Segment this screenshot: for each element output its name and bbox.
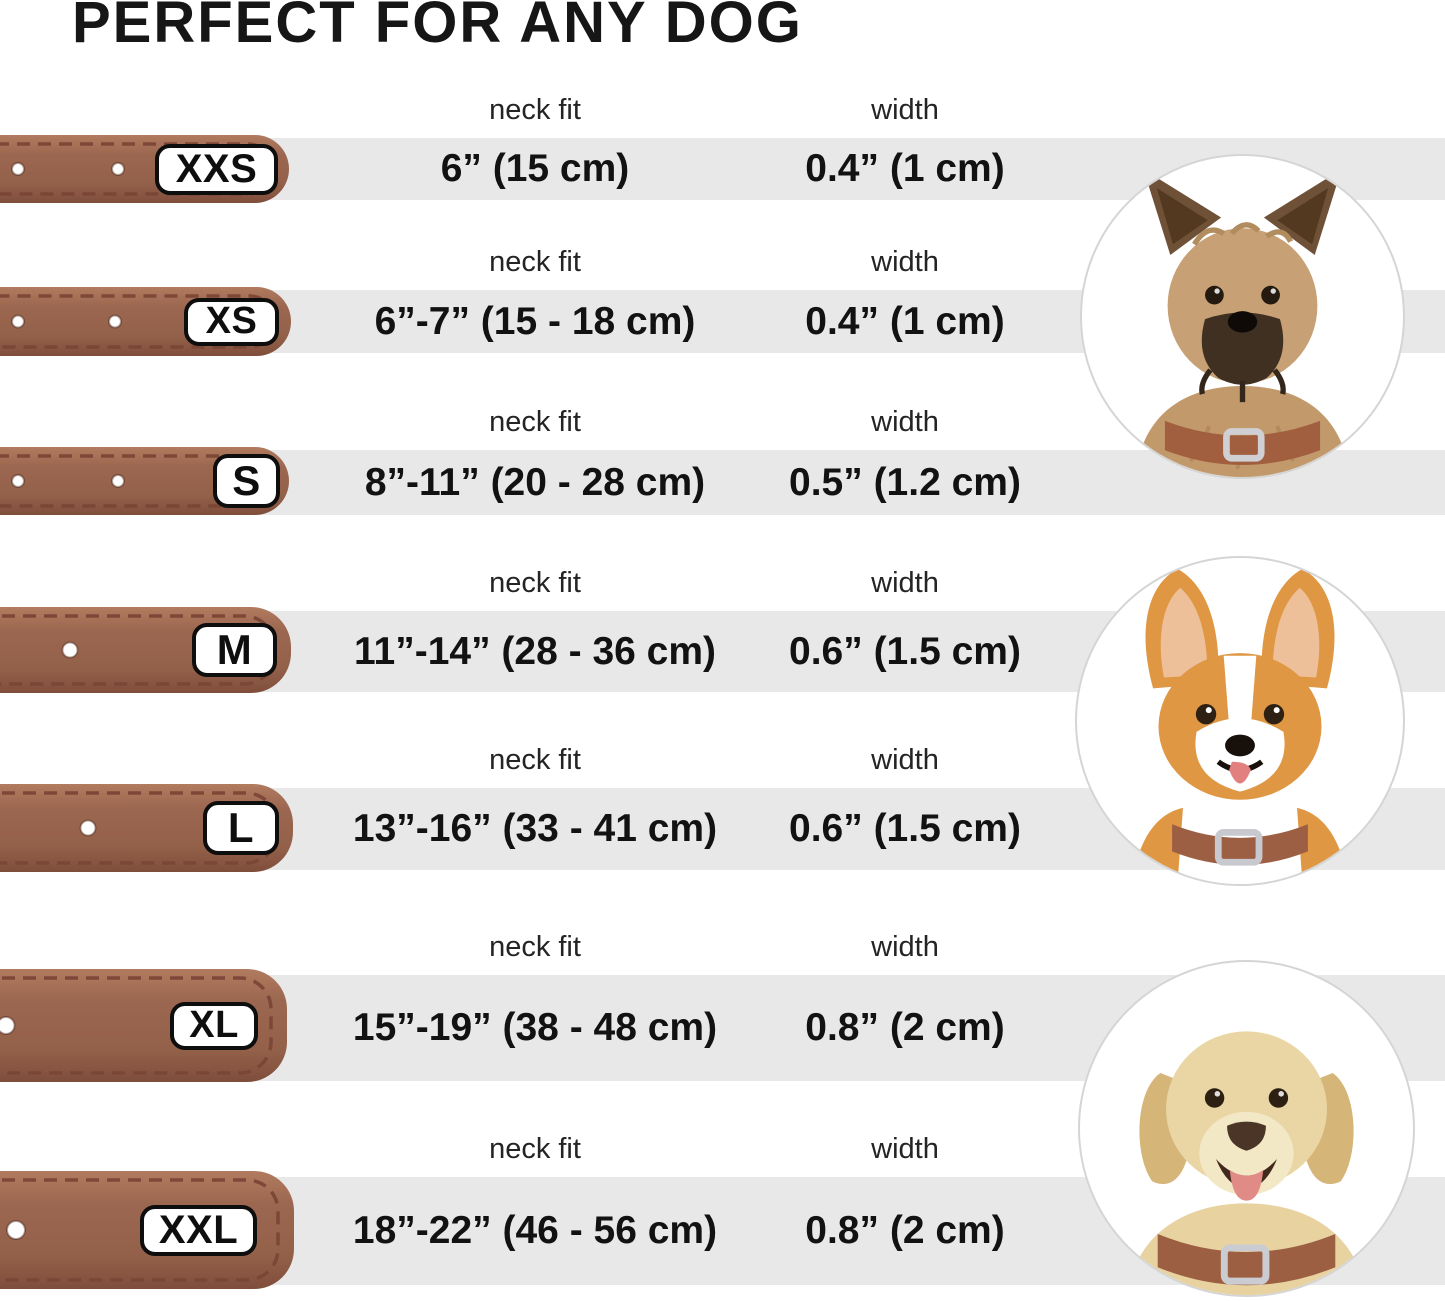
collar-hole: [6, 1220, 26, 1240]
neck-fit-value: 11”-14” (28 - 36 cm): [353, 629, 717, 673]
collar-image: XS: [0, 285, 295, 358]
collar-hole: [11, 314, 25, 329]
collar-hole: [111, 162, 125, 176]
width-value: 0.5” (1.2 cm): [789, 460, 1021, 504]
dog-photo-corgi: [1075, 556, 1405, 886]
width-label: width: [871, 744, 939, 776]
width-label: width: [871, 931, 939, 963]
neck-fit-value: 6”-7” (15 - 18 cm): [374, 299, 696, 343]
collar-image: XXS: [0, 133, 293, 205]
width-value: 0.8” (2 cm): [805, 1209, 1005, 1252]
neck-fit-value: 15”-19” (38 - 48 cm): [352, 1006, 718, 1049]
collar-hole: [0, 1016, 16, 1035]
dog-photo-terrier: [1080, 154, 1405, 479]
dog-photo-labrador: [1078, 960, 1415, 1297]
collar-hole: [111, 474, 125, 488]
size-badge: XS: [184, 297, 279, 346]
neck-fit-label: neck fit: [489, 744, 581, 776]
collar-image: XXL: [0, 1169, 298, 1291]
neck-fit-value: 6” (15 cm): [440, 147, 630, 190]
neck-fit-label: neck fit: [489, 1133, 581, 1165]
page-title: PERFECT FOR ANY DOG: [72, 0, 803, 55]
neck-fit-label: neck fit: [489, 406, 581, 438]
neck-fit-label: neck fit: [489, 94, 581, 126]
collar-image: L: [0, 782, 297, 874]
labrador-illustration: [1127, 1031, 1366, 1295]
width-value: 0.4” (1 cm): [805, 147, 1005, 190]
width-value: 0.6” (1.5 cm): [789, 807, 1021, 850]
width-label: width: [871, 246, 939, 278]
collar-image: M: [0, 605, 295, 695]
collar-hole: [61, 641, 79, 659]
size-badge: XXL: [140, 1204, 257, 1256]
neck-fit-value: 8”-11” (20 - 28 cm): [364, 460, 706, 504]
collar-strap-graphic: [0, 969, 287, 1082]
width-value: 0.4” (1 cm): [805, 299, 1005, 343]
collar-image: S: [0, 445, 293, 517]
size-badge: XL: [170, 1001, 258, 1050]
neck-fit-label: neck fit: [489, 246, 581, 278]
collar-hole: [11, 474, 25, 488]
collar-image: XL: [0, 967, 291, 1084]
collar-hole: [79, 819, 97, 837]
width-label: width: [871, 94, 939, 126]
neck-fit-label: neck fit: [489, 931, 581, 963]
size-badge: M: [192, 623, 277, 677]
size-badge: S: [213, 454, 280, 508]
neck-fit-value: 13”-16” (33 - 41 cm): [352, 807, 718, 850]
corgi-illustration: [1131, 568, 1349, 884]
width-value: 0.6” (1.5 cm): [789, 629, 1021, 673]
neck-fit-label: neck fit: [489, 567, 581, 599]
width-value: 0.8” (2 cm): [805, 1006, 1005, 1049]
size-badge: XXS: [155, 143, 278, 195]
collar-hole: [108, 314, 122, 329]
terrier-illustration: [1135, 169, 1350, 477]
collar-hole: [11, 162, 25, 176]
width-label: width: [871, 1133, 939, 1165]
size-badge: L: [203, 801, 279, 855]
neck-fit-value: 18”-22” (46 - 56 cm): [352, 1209, 718, 1252]
width-label: width: [871, 406, 939, 438]
width-label: width: [871, 567, 939, 599]
